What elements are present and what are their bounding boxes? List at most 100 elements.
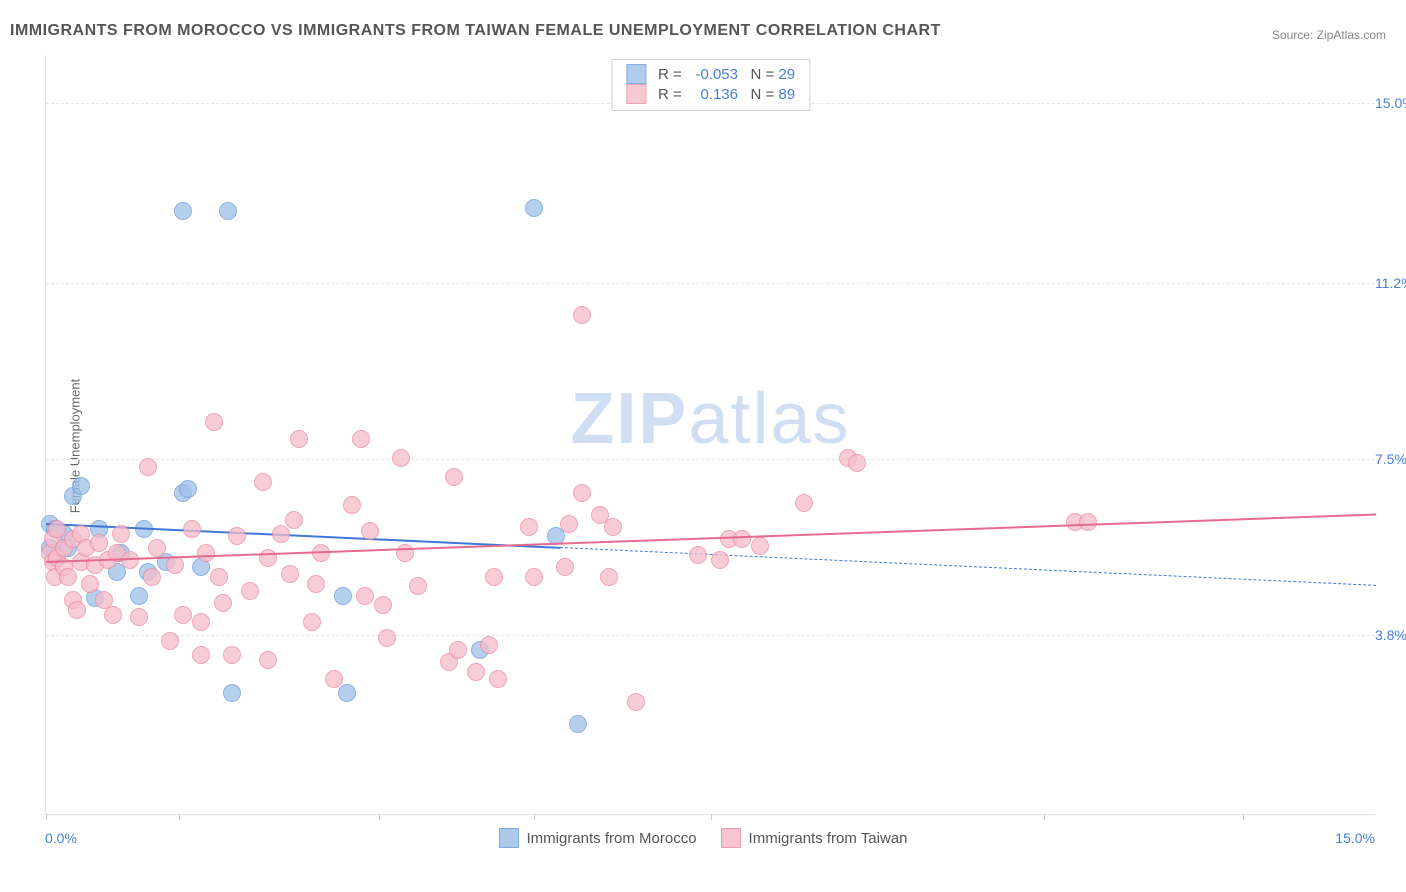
data-point xyxy=(192,646,210,664)
data-point xyxy=(139,458,157,476)
data-point xyxy=(223,646,241,664)
data-point xyxy=(174,606,192,624)
data-point xyxy=(290,430,308,448)
data-point xyxy=(241,582,259,600)
gridline xyxy=(46,635,1375,636)
data-point xyxy=(81,575,99,593)
legend-label: Immigrants from Taiwan xyxy=(749,830,908,847)
data-point xyxy=(130,587,148,605)
chart-title: IMMIGRANTS FROM MOROCCO VS IMMIGRANTS FR… xyxy=(10,22,941,40)
data-point xyxy=(223,684,241,702)
stat-n-value: 29 xyxy=(778,66,795,83)
data-point xyxy=(409,577,427,595)
y-tick-label: 3.8% xyxy=(1375,627,1406,643)
plot-area: ZIPatlas R = -0.053 N = 29 R = 0.136 N =… xyxy=(45,55,1375,815)
data-point xyxy=(361,522,379,540)
chart-container: IMMIGRANTS FROM MOROCCO VS IMMIGRANTS FR… xyxy=(0,0,1406,892)
data-point xyxy=(112,525,130,543)
trend-line xyxy=(560,547,1376,586)
data-point xyxy=(392,449,410,467)
legend-swatch xyxy=(499,828,519,848)
data-point xyxy=(205,413,223,431)
x-tick-mark xyxy=(379,814,380,820)
data-point xyxy=(179,480,197,498)
legend-swatch xyxy=(721,828,741,848)
y-tick-label: 7.5% xyxy=(1375,451,1406,467)
data-point xyxy=(569,715,587,733)
data-point xyxy=(525,568,543,586)
y-tick-label: 11.2% xyxy=(1375,275,1406,291)
x-tick-mark xyxy=(179,814,180,820)
data-point xyxy=(573,484,591,502)
data-point xyxy=(285,511,303,529)
data-point xyxy=(259,651,277,669)
data-point xyxy=(467,663,485,681)
source-label: Source: ZipAtlas.com xyxy=(1272,28,1386,42)
stat-r-value: -0.053 xyxy=(686,66,738,83)
data-point xyxy=(183,520,201,538)
data-point xyxy=(228,527,246,545)
stats-legend-row: R = -0.053 N = 29 xyxy=(626,64,795,84)
gridline xyxy=(46,459,1375,460)
legend-label: Immigrants from Morocco xyxy=(527,830,697,847)
data-point xyxy=(573,306,591,324)
data-point xyxy=(711,551,729,569)
stats-legend-box: R = -0.053 N = 29 R = 0.136 N = 89 xyxy=(611,59,810,111)
data-point xyxy=(161,632,179,650)
data-point xyxy=(259,549,277,567)
data-point xyxy=(520,518,538,536)
data-point xyxy=(378,629,396,647)
data-point xyxy=(396,544,414,562)
data-point xyxy=(525,199,543,217)
stats-legend-row: R = 0.136 N = 89 xyxy=(626,84,795,104)
data-point xyxy=(143,568,161,586)
data-point xyxy=(334,587,352,605)
data-point xyxy=(210,568,228,586)
data-point xyxy=(281,565,299,583)
data-point xyxy=(1079,513,1097,531)
watermark: ZIPatlas xyxy=(570,378,850,460)
data-point xyxy=(848,454,866,472)
data-point xyxy=(751,537,769,555)
data-point xyxy=(556,558,574,576)
stat-n-value: 89 xyxy=(778,86,795,103)
data-point xyxy=(59,568,77,586)
stat-n-label: N = xyxy=(738,66,778,83)
data-point xyxy=(174,202,192,220)
x-tick-mark xyxy=(1044,814,1045,820)
x-tick-mark xyxy=(1243,814,1244,820)
data-point xyxy=(733,530,751,548)
data-point xyxy=(254,473,272,491)
watermark-zip: ZIP xyxy=(570,379,688,459)
y-tick-label: 15.0% xyxy=(1375,95,1406,111)
data-point xyxy=(192,613,210,631)
stat-r-label: R = xyxy=(654,66,686,83)
legend-swatch xyxy=(626,64,646,84)
data-point xyxy=(148,539,166,557)
data-point xyxy=(343,496,361,514)
data-point xyxy=(272,525,290,543)
data-point xyxy=(90,534,108,552)
data-point xyxy=(374,596,392,614)
legend-item: Immigrants from Taiwan xyxy=(721,828,908,848)
gridline xyxy=(46,283,1375,284)
data-point xyxy=(214,594,232,612)
data-point xyxy=(560,515,578,533)
x-tick-mark xyxy=(46,814,47,820)
data-point xyxy=(445,468,463,486)
stat-r-value: 0.136 xyxy=(686,86,738,103)
data-point xyxy=(480,636,498,654)
data-point xyxy=(689,546,707,564)
data-point xyxy=(604,518,622,536)
data-point xyxy=(219,202,237,220)
data-point xyxy=(795,494,813,512)
x-tick-mark xyxy=(534,814,535,820)
data-point xyxy=(130,608,148,626)
data-point xyxy=(104,606,122,624)
data-point xyxy=(68,601,86,619)
data-point xyxy=(627,693,645,711)
data-point xyxy=(325,670,343,688)
legend-item: Immigrants from Morocco xyxy=(499,828,697,848)
data-point xyxy=(307,575,325,593)
stat-n-label: N = xyxy=(738,86,778,103)
